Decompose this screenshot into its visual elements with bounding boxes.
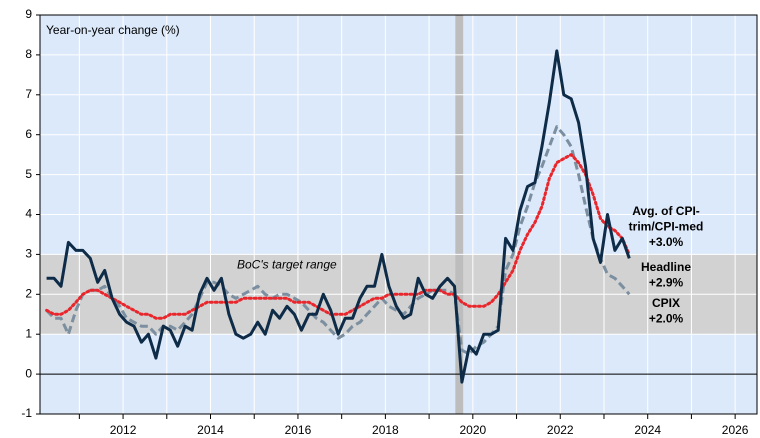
y-tick-label: 1 [25, 326, 32, 340]
x-tick-label: 2016 [285, 423, 312, 437]
y-tick-label: 4 [25, 207, 32, 221]
series-line [46, 49, 631, 384]
series-line [45, 125, 631, 356]
y-tick-label: 6 [25, 127, 32, 141]
series-label: +2.9% [649, 276, 684, 290]
series-label: trim/CPI-med [629, 220, 704, 234]
band-label: BoC's target range [237, 258, 337, 272]
y-tick-label: 5 [25, 167, 32, 181]
series-label: +2.0% [649, 312, 684, 326]
y-tick-label: -1 [21, 406, 32, 420]
y-tick-label: 9 [25, 7, 32, 21]
y-tick-label: 0 [25, 366, 32, 380]
x-tick-label: 2012 [110, 423, 137, 437]
series-label: CPIX [652, 296, 680, 310]
x-tick-label: 2026 [722, 423, 749, 437]
x-tick-label: 2022 [547, 423, 574, 437]
series-line [45, 153, 631, 320]
axis-label: Year-on-year change (%) [46, 23, 180, 37]
x-tick-label: 2024 [634, 423, 661, 437]
y-tick-label: 7 [25, 87, 32, 101]
plot-frame [39, 14, 758, 415]
y-tick-label: 8 [25, 47, 32, 61]
y-tick-label: 2 [25, 286, 32, 300]
series-label: Avg. of CPI- [632, 204, 700, 218]
x-tick-label: 2014 [197, 423, 224, 437]
series-label: Headline [641, 260, 691, 274]
series-label: +3.0% [649, 235, 684, 249]
y-tick-label: 3 [25, 247, 32, 261]
x-tick-label: 2020 [459, 423, 486, 437]
x-tick-label: 2018 [372, 423, 399, 437]
